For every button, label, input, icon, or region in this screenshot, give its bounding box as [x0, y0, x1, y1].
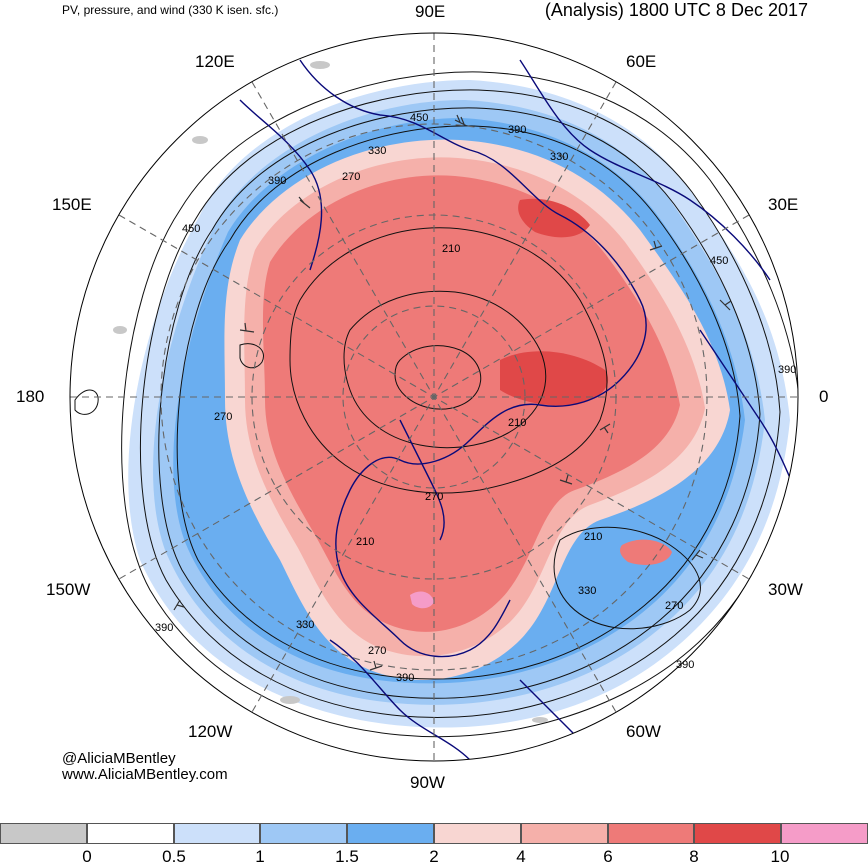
contour-label: 270 [425, 491, 443, 503]
pv-hotspot-atlantic [620, 539, 672, 565]
legend-label: 1.5 [335, 847, 359, 866]
lon-label-120e: 120E [195, 52, 235, 71]
contour-label: 390 [508, 124, 526, 136]
lon-label-60w: 60W [626, 722, 661, 741]
legend-swatch-1-5 [260, 823, 348, 844]
graticule [70, 33, 798, 761]
legend-swatch-2 [347, 823, 434, 844]
pv-legend: 0 0.5 1 1.5 2 4 6 8 10 [0, 823, 868, 866]
contour-labels: 450 390 330 330 270 390 450 210 450 270 … [155, 112, 796, 684]
contour-label: 210 [508, 417, 526, 429]
legend-swatch-0-5 [86, 823, 174, 844]
contour-label: 330 [550, 151, 568, 163]
legend-label: 0 [82, 847, 92, 866]
lon-label-90e: 90E [415, 2, 446, 21]
legend-swatch-0 [0, 823, 87, 844]
map-title: (Analysis) 1800 UTC 8 Dec 2017 [544, 0, 808, 20]
lon-label-90w: 90W [410, 773, 445, 792]
legend-label: 6 [603, 847, 613, 866]
pv-core-red [262, 175, 680, 632]
legend-label: 4 [516, 847, 526, 866]
legend-swatch-8 [607, 823, 695, 844]
coastlines [239, 59, 798, 761]
lon-label-30e: 30E [768, 195, 799, 214]
legend-label: 10 [770, 847, 790, 866]
lon-label-120w: 120W [188, 722, 233, 741]
contour-label: 330 [578, 585, 596, 597]
pv-core-dark-red-east [500, 351, 609, 406]
lon-label-30w: 30W [768, 580, 803, 599]
contour-label: 210 [584, 531, 602, 543]
pv-shading [70, 33, 798, 761]
legend-swatch-6 [520, 823, 608, 844]
contour-label: 330 [296, 619, 314, 631]
legend-label: 1 [255, 847, 265, 866]
contour-label: 270 [342, 171, 360, 183]
contour-label: 210 [356, 536, 374, 548]
legend-label: 2 [429, 847, 439, 866]
legend-swatch-4 [433, 823, 521, 844]
legend-label: 8 [689, 847, 699, 866]
contour-label: 270 [214, 411, 232, 423]
contour-label: 450 [410, 112, 428, 124]
contour-label: 390 [676, 659, 694, 671]
lon-label-150e: 150E [52, 195, 92, 214]
legend-label: 0.5 [162, 847, 186, 866]
contour-label: 210 [442, 243, 460, 255]
map-subtitle: PV, pressure, and wind (330 K isen. sfc.… [62, 3, 279, 17]
contour-label: 450 [710, 255, 728, 267]
legend-swatch-10 [694, 823, 782, 844]
contour-label: 390 [778, 364, 796, 376]
lon-label-150w: 150W [46, 580, 91, 599]
contour-label: 450 [182, 223, 200, 235]
lon-label-0: 0 [819, 387, 829, 406]
author-handle: @AliciaMBentley [62, 750, 176, 767]
polar-map: 450 390 330 330 270 390 450 210 450 270 … [69, 32, 799, 762]
lon-label-180: 180 [16, 387, 45, 406]
legend-swatch-1 [173, 823, 261, 844]
contour-label: 390 [268, 175, 286, 187]
contour-label: 330 [368, 145, 386, 157]
pv-hotspot-na [410, 591, 434, 609]
contour-label: 390 [155, 622, 173, 634]
contour-label: 270 [665, 600, 683, 612]
wind-barbs [173, 114, 732, 671]
pv-core-dark-red-north [518, 198, 590, 238]
legend-colorbar [0, 823, 868, 844]
legend-swatch-top [781, 823, 868, 844]
map-boundary [69, 32, 799, 762]
author-website: www.AliciaMBentley.com [62, 766, 228, 783]
lon-label-60e: 60E [626, 52, 657, 71]
contour-label: 270 [368, 645, 386, 657]
contour-label: 390 [396, 672, 414, 684]
